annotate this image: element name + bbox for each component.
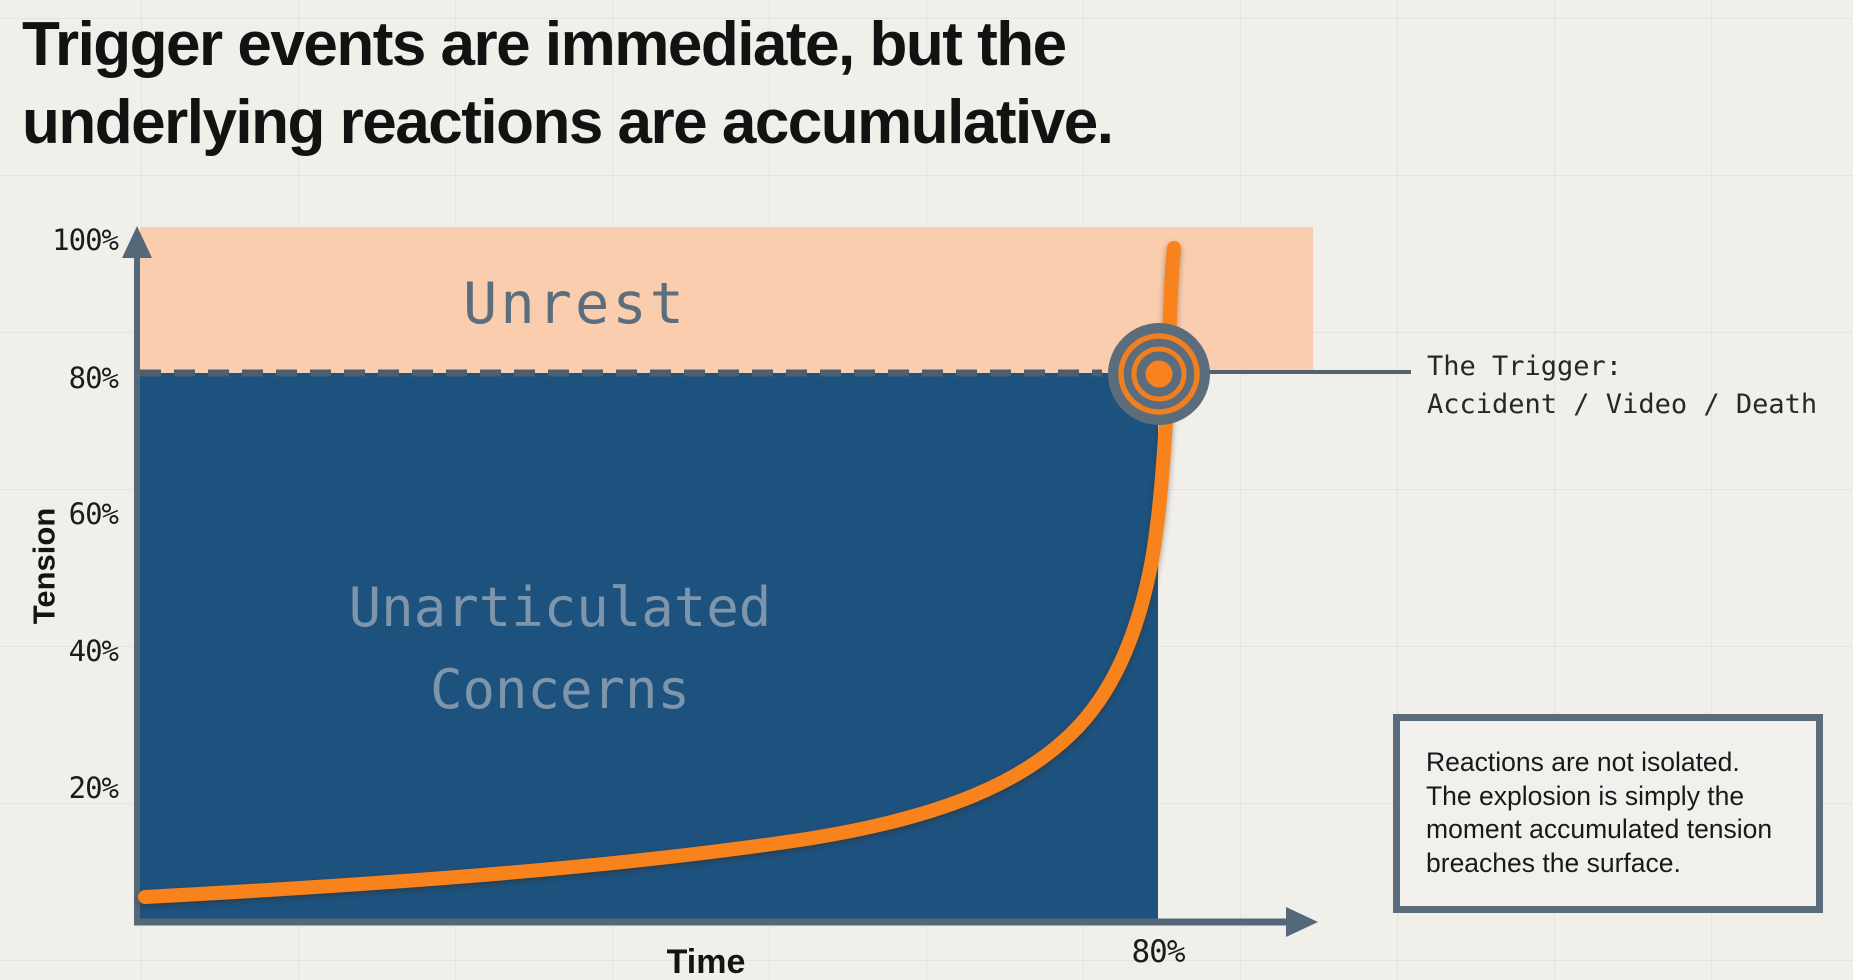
- trigger-annotation-line2: Accident / Video / Death: [1427, 389, 1818, 420]
- y-tick-100: 100%: [52, 223, 119, 257]
- y-tick-60: 60%: [68, 497, 119, 531]
- page-title-line2: underlying reactions are accumulative.: [22, 88, 1114, 157]
- y-axis-title: Tension: [26, 507, 62, 625]
- trigger-bullseye-icon: [1108, 323, 1210, 425]
- unrest-zone-label: Unrest: [463, 271, 687, 337]
- callout-line4: breaches the surface.: [1426, 847, 1681, 878]
- concerns-zone-label-line2: Concerns: [429, 658, 691, 721]
- callout-line2: The explosion is simply the: [1426, 780, 1745, 811]
- callout-line3: moment accumulated tension: [1426, 814, 1773, 844]
- page-title: Trigger events are immediate, but the un…: [22, 6, 1482, 162]
- callout-line1: Reactions are not isolated.: [1426, 747, 1740, 777]
- trigger-annotation-line1: The Trigger:: [1427, 351, 1623, 382]
- trigger-annotation: The Trigger: Accident / Video / Death: [1427, 348, 1847, 424]
- tension-zone-area: [140, 373, 1158, 919]
- y-tick-40: 40%: [68, 634, 119, 668]
- y-axis-arrow-icon: [122, 226, 152, 258]
- callout-box: Reactions are not isolated. The explosio…: [1393, 714, 1823, 913]
- concerns-zone-label: Unarticulated Concerns: [260, 567, 860, 731]
- page-title-line1: Trigger events are immediate, but the: [22, 10, 1067, 79]
- y-tick-80: 80%: [68, 361, 119, 395]
- x-axis-arrow-icon: [1286, 907, 1318, 937]
- concerns-zone-label-line1: Unarticulated: [348, 576, 772, 639]
- x-axis-title: Time: [666, 943, 746, 980]
- y-tick-20: 20%: [68, 771, 119, 805]
- x-tick-80: 80%: [1131, 934, 1186, 970]
